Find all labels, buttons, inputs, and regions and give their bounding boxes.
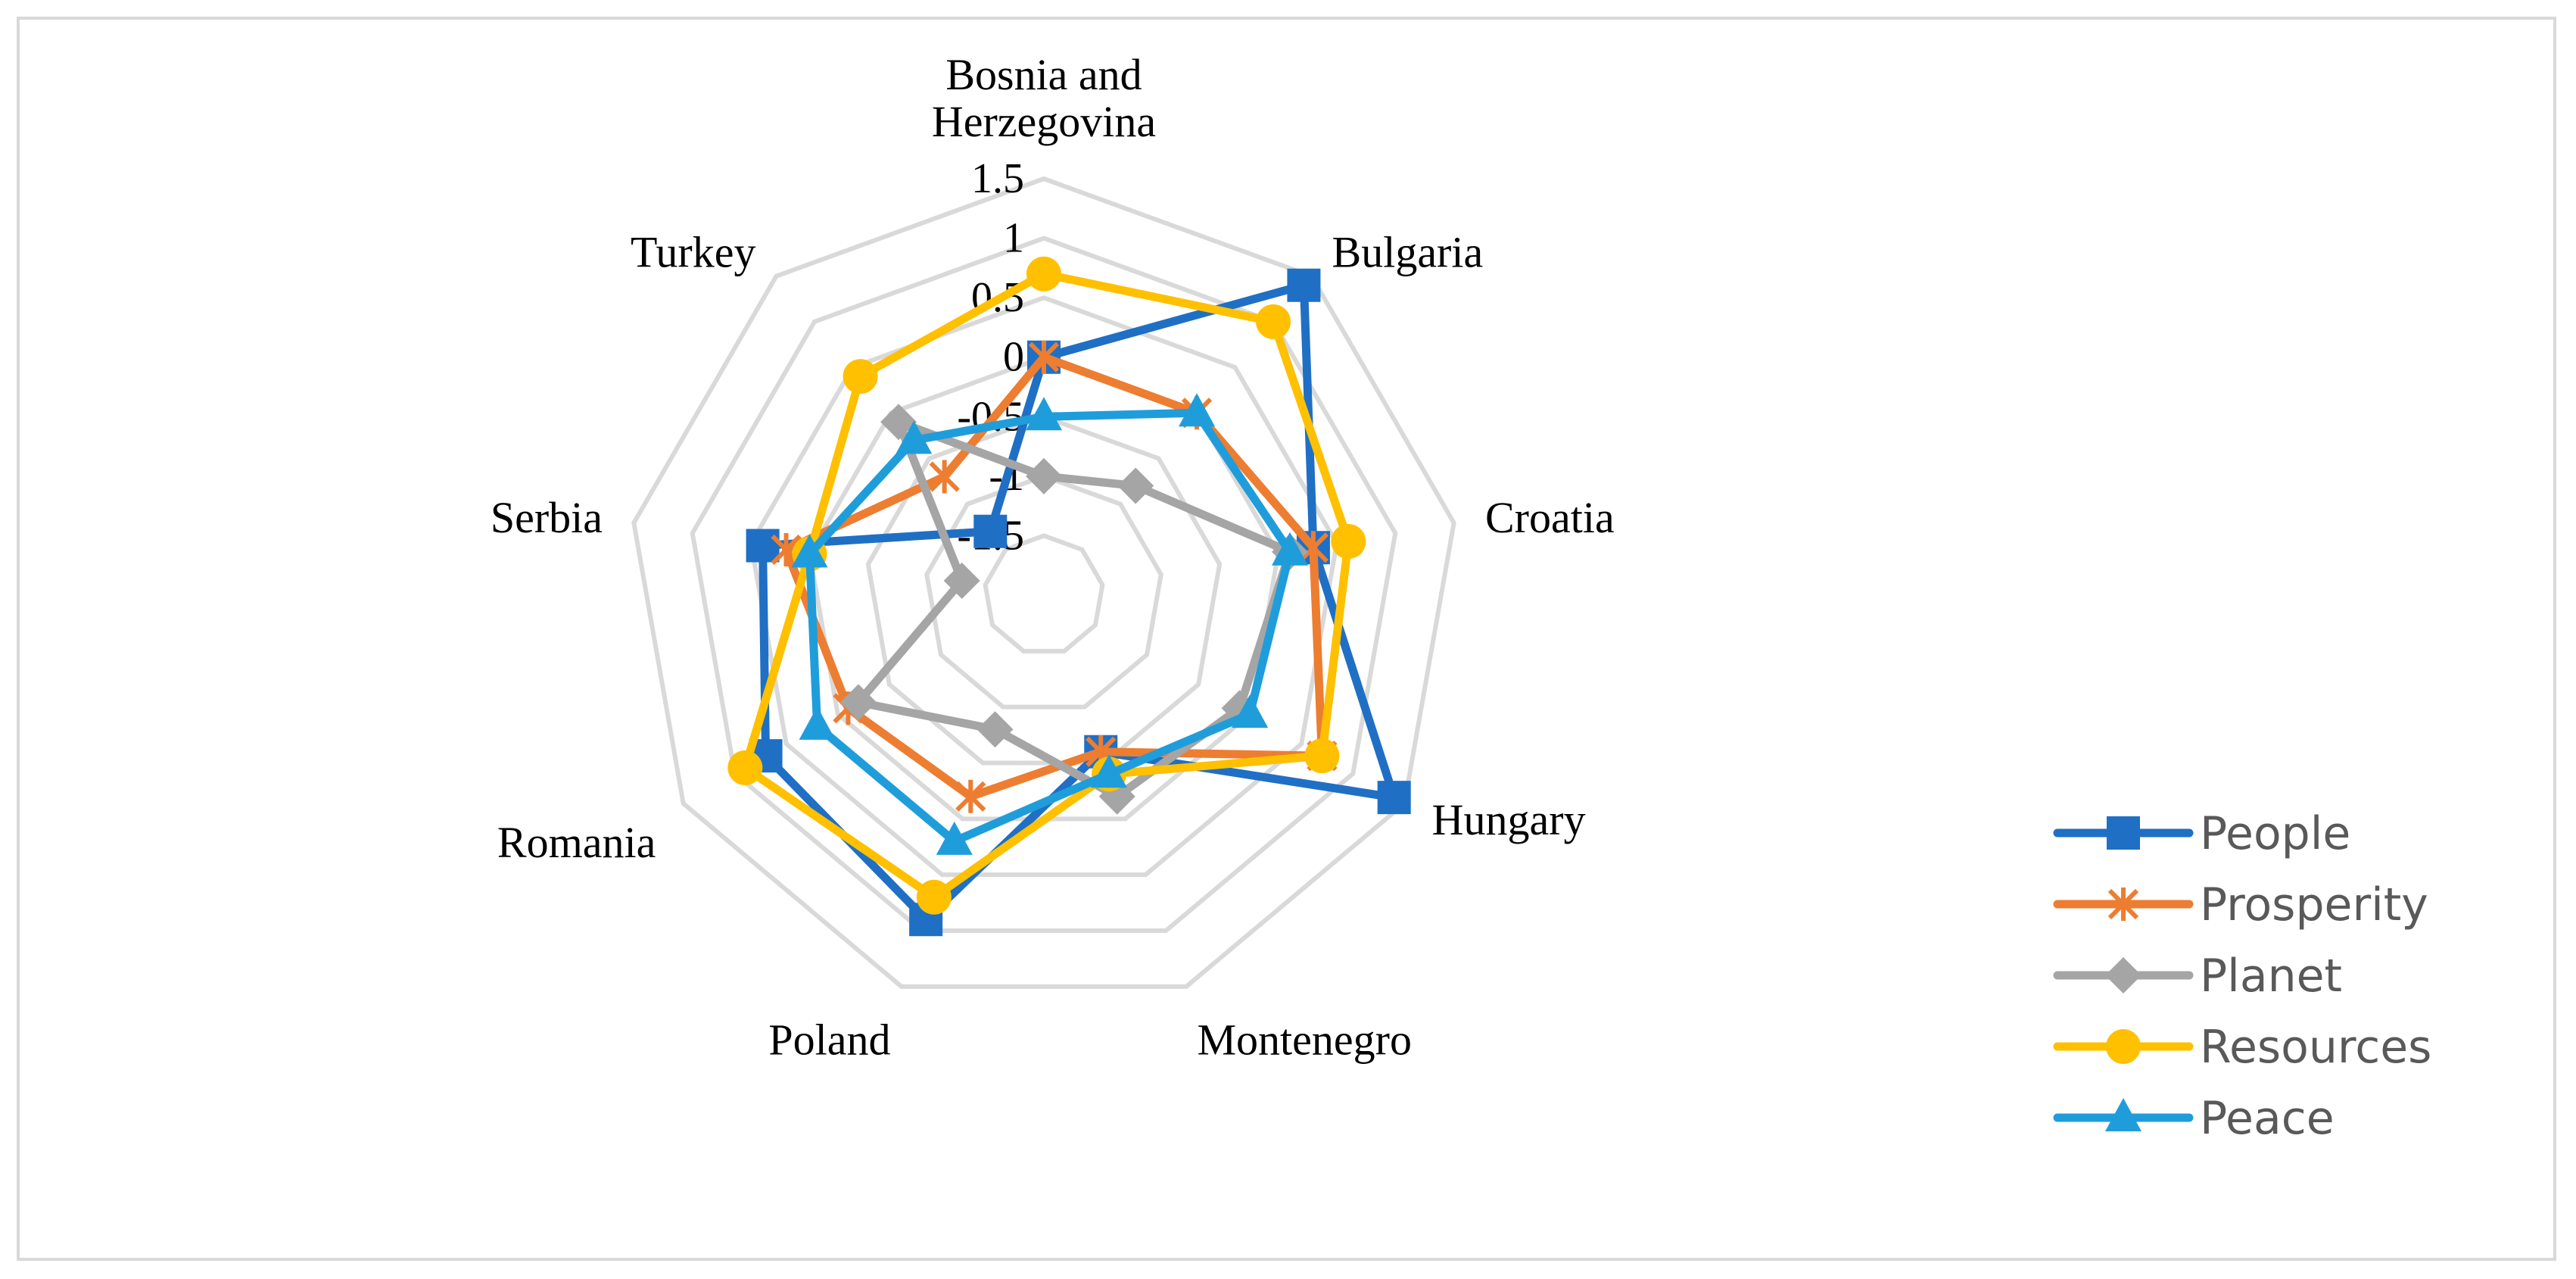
legend-item-peace: Peace bbox=[2053, 1092, 2335, 1145]
grid-ring bbox=[690, 236, 1398, 933]
data-point-people bbox=[1287, 268, 1321, 302]
data-point-planet bbox=[1117, 467, 1154, 504]
category-label: Croatia bbox=[1485, 493, 1615, 542]
legend-label-resources: Resources bbox=[2200, 1021, 2431, 1074]
data-point-prosperity bbox=[955, 779, 986, 813]
legend-item-resources: Resources bbox=[2053, 1021, 2431, 1074]
radial-tick-labels: -1.5-1-0.500.511.5 bbox=[957, 155, 1024, 559]
data-point-resources bbox=[1331, 524, 1366, 560]
tick-label: 1 bbox=[1003, 215, 1024, 262]
data-point-resources bbox=[1026, 256, 1061, 292]
legend-item-planet: Planet bbox=[2053, 950, 2342, 1003]
data-point-prosperity bbox=[929, 460, 960, 494]
category-label: Montenegro bbox=[1197, 1015, 1412, 1064]
data-point-resources bbox=[727, 750, 763, 785]
data-point-prosperity bbox=[1028, 340, 1060, 374]
series-line-prosperity bbox=[782, 353, 1326, 801]
legend-marker-people bbox=[2107, 816, 2140, 850]
data-point-peace bbox=[1179, 393, 1216, 427]
legend-marker-planet bbox=[2105, 957, 2141, 994]
category-label: Turkey bbox=[631, 228, 755, 277]
legend-label-peace: Peace bbox=[2200, 1092, 2335, 1145]
legend-label-people: People bbox=[2200, 807, 2350, 860]
data-point-planet bbox=[943, 562, 980, 599]
data-point-resources bbox=[1304, 738, 1340, 774]
data-point-planet bbox=[840, 684, 877, 721]
data-point-prosperity bbox=[1297, 531, 1329, 565]
data-point-resources bbox=[916, 879, 952, 915]
tick-label: 1.5 bbox=[971, 155, 1024, 202]
grid-ring bbox=[748, 295, 1340, 878]
data-series bbox=[727, 256, 1411, 937]
data-point-peace bbox=[799, 706, 836, 740]
legend-marker-resources bbox=[2106, 1029, 2141, 1064]
data-point-peace bbox=[896, 420, 933, 454]
radar-grid bbox=[631, 176, 1456, 989]
category-label: Hungary bbox=[1432, 795, 1586, 844]
legend-marker-peace bbox=[2105, 1098, 2141, 1131]
series-line-resources bbox=[740, 270, 1353, 902]
grid-ring bbox=[631, 176, 1456, 989]
category-labels: Bosnia and Herzegovina Bulgaria Croatia Hung… bbox=[491, 50, 1615, 1064]
series-line-peace bbox=[805, 408, 1294, 846]
category-label: Bulgaria bbox=[1332, 228, 1484, 277]
data-point-people bbox=[973, 514, 1008, 548]
data-point-peace bbox=[1026, 397, 1062, 431]
legend: People Prosperity Planet Resources Peace bbox=[2053, 807, 2431, 1145]
data-point-resources bbox=[1256, 304, 1291, 339]
series-prosperity bbox=[771, 340, 1338, 813]
data-point-peace bbox=[1271, 532, 1308, 566]
tick-label: 0 bbox=[1003, 334, 1024, 381]
series-peace bbox=[791, 393, 1308, 855]
data-point-people bbox=[1377, 781, 1411, 815]
legend-label-prosperity: Prosperity bbox=[2200, 878, 2428, 931]
legend-marker-prosperity bbox=[2107, 888, 2139, 921]
series-line-planet bbox=[854, 417, 1294, 801]
category-label: Serbia bbox=[491, 493, 603, 542]
data-point-peace bbox=[936, 821, 973, 855]
grid-ring bbox=[983, 533, 1105, 654]
data-point-peace bbox=[791, 534, 828, 568]
data-point-peace bbox=[1090, 754, 1127, 788]
data-point-planet bbox=[1026, 457, 1062, 494]
data-point-planet bbox=[977, 711, 1014, 748]
data-point-people bbox=[746, 529, 780, 563]
legend-item-prosperity: Prosperity bbox=[2053, 878, 2428, 931]
legend-label-planet: Planet bbox=[2200, 950, 2342, 1003]
category-label: Bosnia and Herzegovina bbox=[932, 50, 1156, 146]
data-point-peace bbox=[1232, 694, 1269, 728]
category-label: Poland bbox=[768, 1015, 890, 1064]
data-point-planet bbox=[880, 404, 917, 441]
legend-item-people: People bbox=[2053, 807, 2350, 860]
data-point-resources bbox=[843, 359, 878, 395]
category-label: Romania bbox=[497, 818, 656, 867]
